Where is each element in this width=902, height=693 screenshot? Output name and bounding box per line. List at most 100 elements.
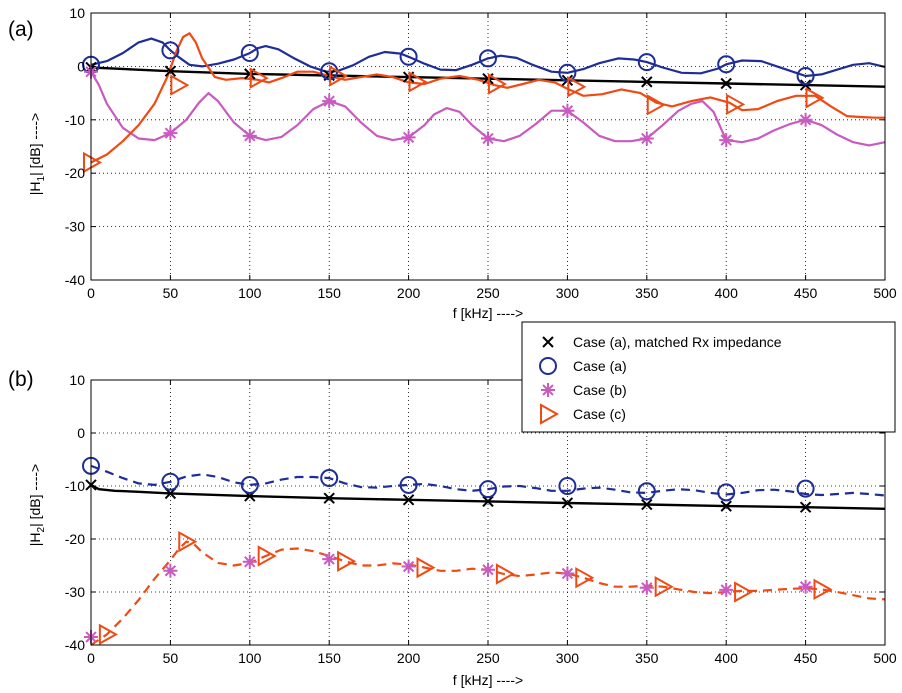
marker-0-9 [799,501,812,513]
marker-3-1 [170,74,190,96]
marker-3-4 [416,556,436,579]
legend-label: Case (a), matched Rx impedance [573,334,782,350]
marker-1-9 [796,479,815,498]
legend-label: Case (a) [573,358,627,374]
x-axis-label-a: f [kHz] ----> [453,305,523,321]
marker-2-6 [560,566,575,581]
marker-1-1 [161,41,180,60]
marker-0-8 [720,77,732,90]
marker-1-5 [479,480,497,499]
x-tick-label: 400 [715,650,739,666]
marker-1-2 [240,44,259,63]
x-tick-label: 250 [476,285,500,301]
legend-label: Case (c) [573,406,626,422]
marker-1-4 [399,475,418,494]
marker-1-8 [717,55,736,74]
marker-2-7 [639,580,654,595]
marker-1-7 [637,53,656,72]
x-tick-label: 250 [476,650,500,666]
legend-entry: Case (a) [539,357,627,375]
x-tick-label: 50 [163,285,179,301]
marker-1-1 [161,472,180,491]
marker-0-6 [561,497,574,509]
series-line-1 [90,37,886,78]
y-tick-label: 10 [69,5,85,21]
series-line-0 [90,483,886,510]
y-tick-label: -20 [65,165,85,181]
marker-2-9 [798,579,813,594]
marker-2-5 [481,131,495,146]
chart-panel-a: 0 50 100 150 200 250 300 350 400 450 500-40-30-20-… [65,5,897,301]
marker-3-8 [726,93,746,116]
marker-2-3 [322,552,337,567]
marker-3-6 [575,566,595,589]
y-axis-label-a-sub: 1 [36,175,47,181]
y-axis-label-a: |H1| [dB] ----> [27,113,47,195]
marker-1-4 [399,47,418,66]
marker-2-6 [560,103,575,118]
marker-2-9 [798,112,813,127]
marker-2-1 [163,126,178,141]
y-tick-label: -10 [65,112,85,128]
y-axis-label-b: |H2| [dB] ----> [27,464,47,546]
marker-2-7 [639,131,654,146]
x-tick-label: 100 [238,285,262,301]
marker-0-4 [402,494,415,506]
marker-0-3 [323,492,335,504]
y-tick-label: 0 [77,425,85,441]
series-line-2 [90,71,886,147]
legend-entry: Case (a), matched Rx impedance [542,334,782,350]
marker-3-8 [734,581,754,603]
marker-3-3 [337,550,357,572]
marker-2-2 [242,128,257,143]
marker-3-6 [567,75,587,98]
legend-entry: Case (b) [541,382,627,398]
x-tick-label: 450 [794,285,818,301]
x-tick-label: 150 [318,650,342,666]
x-tick-label: 300 [556,285,580,301]
x-tick-label: 200 [397,285,421,301]
marker-2-4 [401,130,416,145]
marker-2-3 [322,94,337,109]
marker-3-0 [83,151,103,174]
x-tick-label: 0 [87,285,95,301]
marker-2-1 [163,563,178,578]
legend-marker-3 [540,403,560,425]
marker-2-4 [401,559,416,574]
marker-0-7 [641,76,653,88]
y-tick-label: -40 [65,272,85,288]
x-tick-label: 100 [238,650,262,666]
legend-marker-1 [539,357,557,375]
legend-label: Case (b) [573,382,627,398]
legend-box [521,321,896,433]
marker-0-5 [482,495,494,508]
marker-3-4 [408,71,428,93]
x-tick-label: 300 [556,650,580,666]
marker-1-8 [717,483,736,502]
marker-1-5 [479,49,497,68]
y-axis-label-a-rest: | [dB] ----> [27,113,43,176]
marker-1-3 [320,469,339,488]
marker-1-2 [240,475,259,494]
marker-0-8 [720,500,732,512]
y-axis-label-b-sub: 2 [36,526,47,532]
y-tick-label: -30 [65,584,85,600]
marker-2-2 [242,554,257,569]
legend-marker-0 [542,336,554,348]
series-line-3 [90,540,886,646]
marker-2-5 [481,562,495,577]
x-tick-label: 500 [873,285,897,301]
marker-1-9 [796,67,815,86]
y-tick-label: -40 [65,637,85,653]
panel-label-b: (b) [8,368,34,391]
marker-1-7 [637,482,656,501]
legend-marker-2 [541,383,555,397]
series-line-3 [90,32,885,164]
x-axis-label-b: f [kHz] ----> [453,672,523,688]
x-tick-label: 350 [635,650,659,666]
marker-3-2 [249,67,269,89]
marker-3-5 [495,563,515,585]
series-line-1 [90,464,886,497]
y-axis-label-a-main: |H [27,181,43,195]
marker-3-9 [813,578,833,601]
